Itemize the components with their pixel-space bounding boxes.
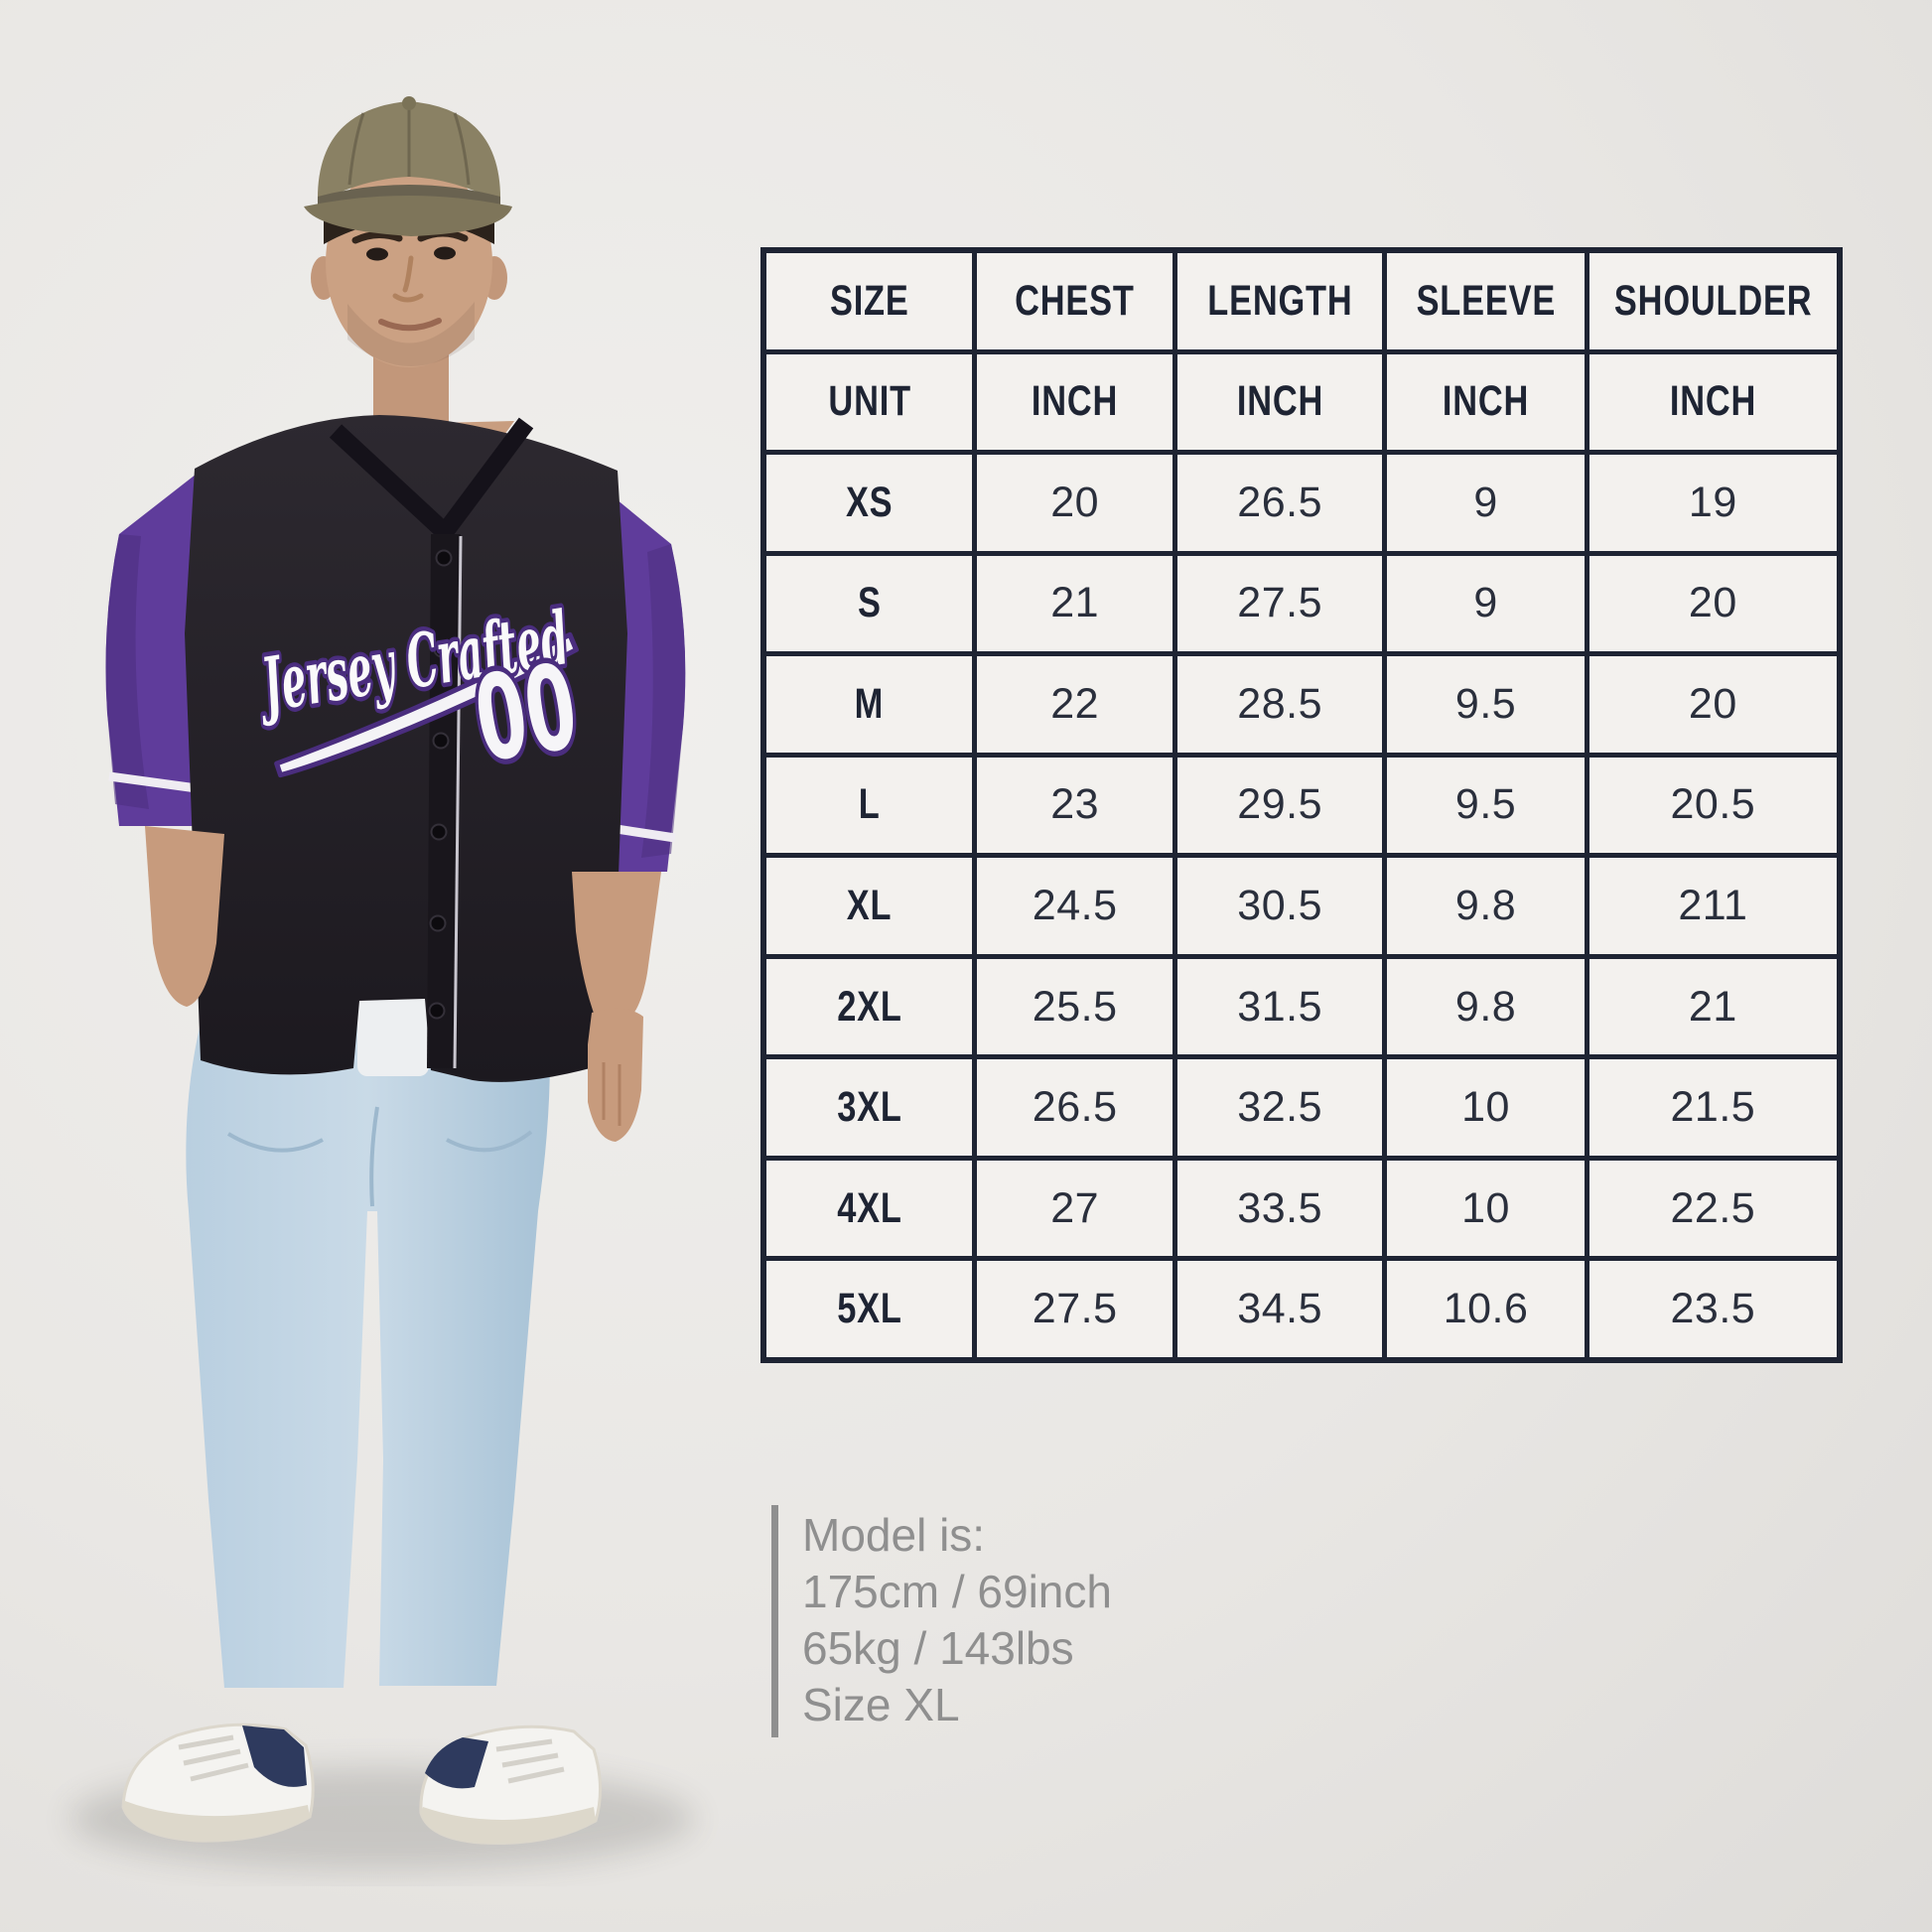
- model-illustration: Jersey Crafted 00: [69, 96, 695, 1870]
- unit-cell: UNIT: [766, 353, 973, 451]
- right-hand: [588, 1008, 643, 1142]
- value-cell: 23.5: [1588, 1261, 1837, 1357]
- size-label-3xl: 3XL: [766, 1059, 973, 1156]
- jeans: [186, 1001, 550, 1688]
- buttons: [428, 549, 453, 1020]
- value-cell: 22: [977, 656, 1173, 753]
- left-forearm: [145, 826, 224, 1007]
- value-cell: 27.5: [977, 1261, 1173, 1357]
- size-label-4xl: 4XL: [766, 1160, 973, 1257]
- value-cell: 20: [1588, 555, 1837, 652]
- size-label-5xl: 5XL: [766, 1261, 973, 1357]
- unit-cell: INCH: [1588, 353, 1837, 451]
- value-cell: 9.5: [1387, 757, 1585, 854]
- arms: [145, 826, 661, 1142]
- sneakers: [121, 1723, 603, 1845]
- model-info-size: Size XL: [802, 1679, 960, 1730]
- mouth: [378, 318, 442, 332]
- model-info-height: 175cm / 69inch: [802, 1566, 1112, 1617]
- value-cell: 26.5: [977, 1059, 1173, 1156]
- value-cell: 29.5: [1176, 757, 1383, 854]
- col-header-chest: CHEST: [977, 253, 1173, 349]
- value-cell: 10.6: [1387, 1261, 1585, 1357]
- size-label-s: S: [766, 555, 973, 652]
- value-cell: 211: [1588, 858, 1837, 954]
- value-cell: 27: [977, 1160, 1173, 1257]
- jersey-torso: [185, 415, 627, 1082]
- model-info-heading: Model is:: [802, 1509, 986, 1561]
- right-forearm: [572, 872, 661, 1021]
- value-cell: 31.5: [1176, 958, 1383, 1055]
- value-cell: 26.5: [1176, 455, 1383, 551]
- value-cell: 9.5: [1387, 656, 1585, 753]
- size-label-m: M: [766, 656, 973, 753]
- value-cell: 30.5: [1176, 858, 1383, 954]
- value-cell: 28.5: [1176, 656, 1383, 753]
- value-cell: 21: [1588, 958, 1837, 1055]
- size-label-l: L: [766, 757, 973, 854]
- value-cell: 32.5: [1176, 1059, 1383, 1156]
- value-cell: 20: [977, 455, 1173, 551]
- col-header-size: SIZE: [766, 253, 973, 349]
- value-cell: 9.8: [1387, 958, 1585, 1055]
- value-cell: 20.5: [1588, 757, 1837, 854]
- value-cell: 20: [1588, 656, 1837, 753]
- col-header-length: LENGTH: [1176, 253, 1383, 349]
- value-cell: 10: [1387, 1160, 1585, 1257]
- model-info: Model is: 175cm / 69inch 65kg / 143lbs S…: [771, 1505, 1112, 1737]
- value-cell: 34.5: [1176, 1261, 1383, 1357]
- cap-button: [402, 96, 416, 110]
- value-cell: 9: [1387, 455, 1585, 551]
- value-cell: 25.5: [977, 958, 1173, 1055]
- left-eye: [366, 247, 388, 261]
- value-cell: 27.5: [1176, 555, 1383, 652]
- nose: [392, 255, 424, 303]
- unit-cell: INCH: [1387, 353, 1585, 451]
- right-eye: [434, 246, 456, 260]
- col-header-sleeve: SLEEVE: [1387, 253, 1585, 349]
- size-chart-table: SIZE CHEST LENGTH SLEEVE SHOULDER UNIT I…: [760, 247, 1843, 1363]
- value-cell: 10: [1387, 1059, 1585, 1156]
- col-header-shoulder: SHOULDER: [1588, 253, 1837, 349]
- cap-seams: [347, 103, 471, 186]
- placket: [427, 534, 461, 1068]
- unit-cell: INCH: [977, 353, 1173, 451]
- value-cell: 21: [977, 555, 1173, 652]
- size-label-xs: XS: [766, 455, 973, 551]
- value-cell: 21.5: [1588, 1059, 1837, 1156]
- unit-cell: INCH: [1176, 353, 1383, 451]
- placket-piping: [453, 535, 463, 1069]
- undershirt: [357, 981, 429, 1076]
- model-photo: Jersey Crafted 00: [0, 0, 755, 1932]
- stubble: [347, 302, 475, 366]
- value-cell: 22.5: [1588, 1160, 1837, 1257]
- cap-brim: [304, 196, 512, 236]
- value-cell: 24.5: [977, 858, 1173, 954]
- head: [304, 96, 512, 367]
- value-cell: 9.8: [1387, 858, 1585, 954]
- model-info-weight: 65kg / 143lbs: [802, 1622, 1074, 1674]
- logo-swoosh: [274, 631, 579, 778]
- size-label-xl: XL: [766, 858, 973, 954]
- collar: [329, 417, 534, 541]
- value-cell: 33.5: [1176, 1160, 1383, 1257]
- jersey-number: 00: [467, 637, 586, 788]
- value-cell: 23: [977, 757, 1173, 854]
- jersey: [105, 320, 686, 1082]
- size-label-2xl: 2XL: [766, 958, 973, 1055]
- value-cell: 9: [1387, 555, 1585, 652]
- value-cell: 19: [1588, 455, 1837, 551]
